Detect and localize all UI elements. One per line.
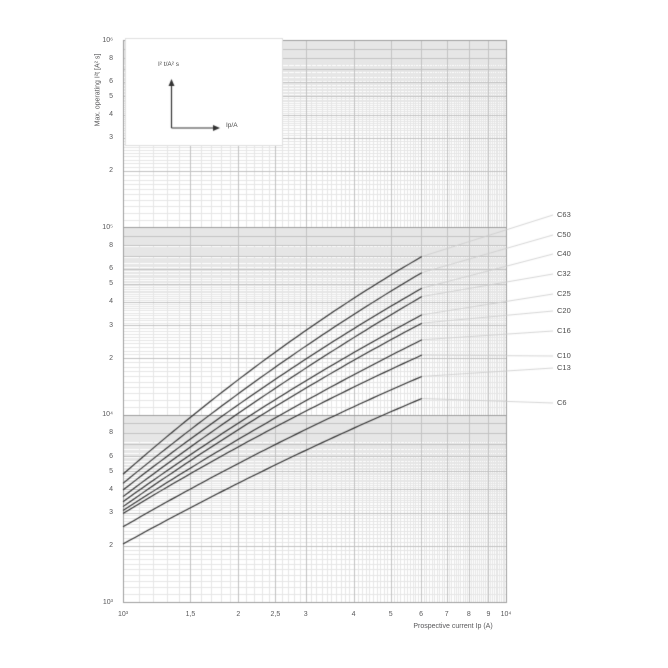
y-tick-label: 5	[109, 467, 113, 475]
y-tick-label: 6	[109, 78, 113, 86]
curve-label-c6: C6	[557, 398, 567, 407]
y-tick-label: 3	[109, 321, 113, 329]
x-tick-label: 6	[419, 611, 423, 618]
y-tick-label: 3	[109, 134, 113, 142]
x-axis-title: Prospective current Ip (A)	[413, 623, 493, 630]
curve-label-c25: C25	[557, 289, 571, 298]
curve-label-c63: C63	[557, 210, 571, 219]
curve-label-c13: C13	[557, 363, 571, 372]
curve-label-c40: C40	[557, 249, 571, 258]
curve-label-c50: C50	[557, 230, 571, 239]
x-tick-label: 10⁴	[500, 611, 512, 618]
x-tick-label: 1,5	[185, 611, 196, 618]
x-tick-label: 5	[388, 611, 393, 618]
x-tick-label: 7	[444, 611, 449, 618]
y-tick-label: 3	[109, 509, 113, 517]
y-tick-label: 4	[109, 298, 113, 306]
x-tick-label: 4	[351, 611, 356, 618]
x-tick-label: 10³	[117, 611, 129, 618]
y-tick-label: 5	[109, 280, 113, 288]
inset-y-axis-symbol: I² t/A² s	[158, 61, 179, 68]
y-tick-label: 10⁶	[102, 36, 113, 44]
y-tick-label: 8	[109, 241, 113, 249]
y-tick-label: 6	[109, 265, 113, 273]
inset-x-axis-symbol: Ip/A	[226, 122, 238, 129]
x-tick-label: 9	[486, 611, 491, 618]
y-tick-label: 10⁵	[102, 223, 113, 231]
y-tick-label: 8	[109, 54, 113, 62]
x-tick-label: 2,5	[270, 611, 281, 618]
x-tick-label: 8	[466, 611, 471, 618]
curve-label-c32: C32	[557, 269, 571, 278]
y-tick-label: 2	[109, 354, 113, 362]
curve-label-c10: C10	[557, 351, 571, 360]
y-tick-label: 4	[109, 485, 113, 493]
y-tick-label: 2	[109, 167, 113, 175]
y-tick-label: 10⁴	[102, 411, 113, 419]
y-tick-label: 5	[109, 92, 113, 100]
y-tick-label: 8	[109, 429, 113, 437]
curve-label-c16: C16	[557, 326, 571, 335]
y-tick-label: 6	[109, 452, 113, 460]
curve-label-c20: C20	[557, 306, 571, 315]
y-tick-label: 4	[109, 111, 113, 119]
x-tick-label: 3	[303, 611, 308, 618]
y-tick-label: 2	[109, 542, 113, 550]
x-tick-label: 2	[236, 611, 241, 618]
y-tick-label: 10³	[102, 598, 113, 606]
